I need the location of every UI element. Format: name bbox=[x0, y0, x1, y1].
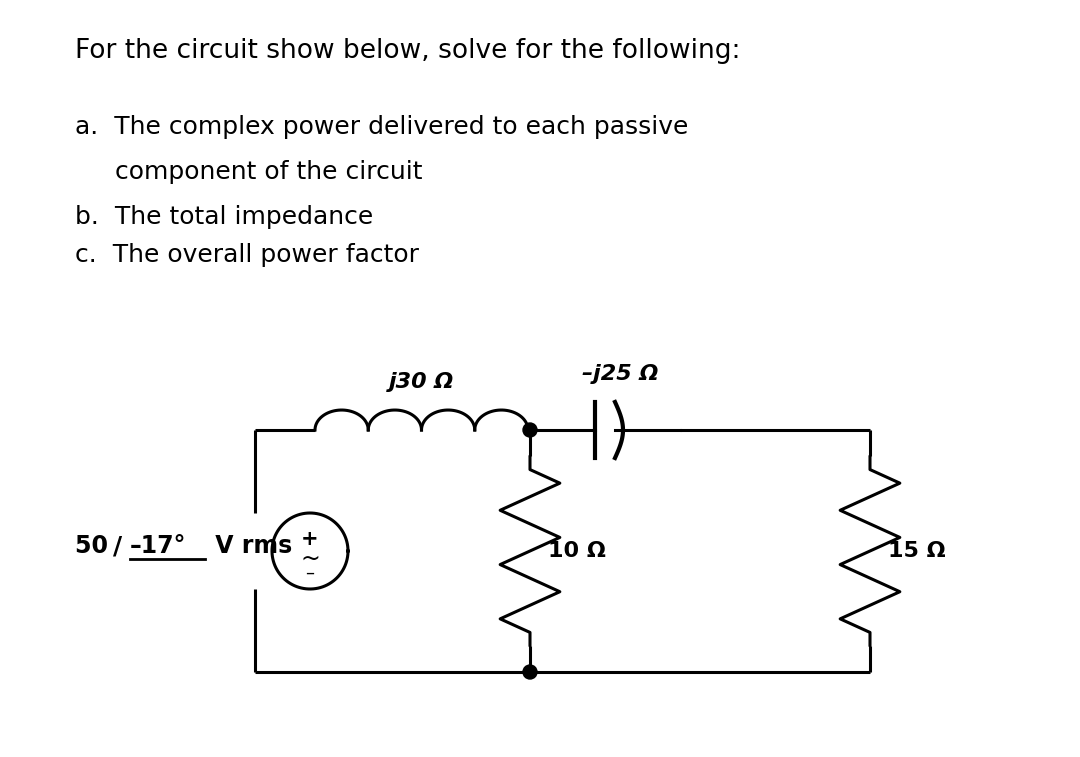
Text: component of the circuit: component of the circuit bbox=[75, 160, 422, 184]
Text: –17°: –17° bbox=[130, 534, 187, 558]
Text: For the circuit show below, solve for the following:: For the circuit show below, solve for th… bbox=[75, 38, 741, 64]
Text: a.  The complex power delivered to each passive: a. The complex power delivered to each p… bbox=[75, 115, 688, 139]
Text: 15 Ω: 15 Ω bbox=[888, 541, 946, 561]
Text: V rms: V rms bbox=[207, 534, 293, 558]
Text: +: + bbox=[301, 529, 319, 549]
Text: j30 Ω: j30 Ω bbox=[389, 372, 454, 392]
Text: c.  The overall power factor: c. The overall power factor bbox=[75, 243, 419, 267]
Circle shape bbox=[523, 665, 537, 679]
Text: ~: ~ bbox=[300, 547, 320, 571]
Text: b.  The total impedance: b. The total impedance bbox=[75, 205, 374, 229]
Text: –: – bbox=[306, 564, 314, 582]
Text: –j25 Ω: –j25 Ω bbox=[582, 364, 658, 384]
Text: 10 Ω: 10 Ω bbox=[548, 541, 606, 561]
Text: /: / bbox=[113, 534, 122, 558]
Circle shape bbox=[523, 423, 537, 437]
Text: 50: 50 bbox=[75, 534, 117, 558]
